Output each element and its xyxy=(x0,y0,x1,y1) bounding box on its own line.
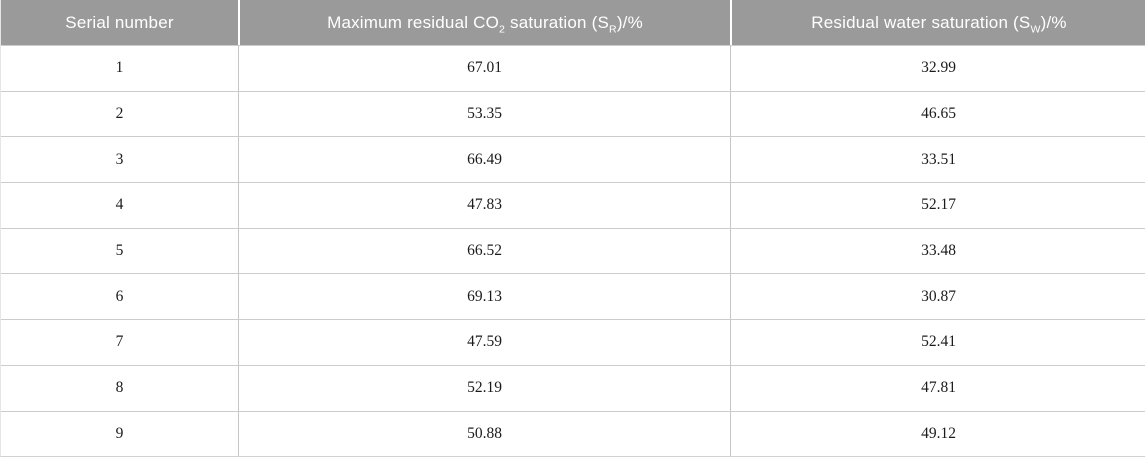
column-header-co2-saturation: Maximum residual CO2 saturation (SR)/% xyxy=(238,0,730,45)
co2-value-cell: 66.52 xyxy=(238,227,730,274)
table-row: 3 66.49 33.51 xyxy=(1,136,1145,183)
water-value-cell: 46.65 xyxy=(730,90,1145,137)
sw-subscript: W xyxy=(1030,22,1041,35)
co2-header-label-mid: saturation (S xyxy=(505,12,609,32)
table-row: 4 47.83 52.17 xyxy=(1,182,1145,228)
table-row: 9 50.88 49.12 xyxy=(1,410,1145,457)
co2-subscript: 2 xyxy=(499,22,506,35)
serial-number-header-label: Serial number xyxy=(65,12,174,32)
water-value-cell: 33.51 xyxy=(730,136,1145,183)
serial-cell: 2 xyxy=(1,90,238,137)
serial-cell: 5 xyxy=(1,227,238,274)
co2-value-cell: 47.59 xyxy=(238,319,730,365)
water-value-cell: 30.87 xyxy=(730,273,1145,320)
table-header-row: Serial number Maximum residual CO2 satur… xyxy=(1,0,1145,45)
water-header-label-post: )/% xyxy=(1040,12,1067,32)
serial-cell: 9 xyxy=(1,410,238,457)
serial-cell: 1 xyxy=(1,45,238,91)
co2-value-cell: 66.49 xyxy=(238,136,730,183)
water-header-label-pre: Residual water saturation (S xyxy=(811,12,1031,32)
serial-cell: 6 xyxy=(1,273,238,320)
co2-value-cell: 69.13 xyxy=(238,273,730,320)
co2-value-cell: 47.83 xyxy=(238,182,730,228)
column-header-water-saturation: Residual water saturation (SW)/% xyxy=(730,0,1145,45)
table-row: 8 52.19 47.81 xyxy=(1,364,1145,411)
co2-value-cell: 53.35 xyxy=(238,90,730,137)
co2-value-cell: 67.01 xyxy=(238,45,730,91)
water-value-cell: 52.17 xyxy=(730,182,1145,228)
table-row: 6 69.13 30.87 xyxy=(1,273,1145,320)
table-row: 2 53.35 46.65 xyxy=(1,90,1145,137)
co2-header-label-post: )/% xyxy=(616,12,643,32)
serial-cell: 7 xyxy=(1,319,238,365)
water-value-cell: 33.48 xyxy=(730,227,1145,274)
water-value-cell: 52.41 xyxy=(730,319,1145,365)
serial-cell: 8 xyxy=(1,364,238,411)
serial-cell: 3 xyxy=(1,136,238,183)
sr-subscript: R xyxy=(609,22,617,35)
co2-value-cell: 52.19 xyxy=(238,364,730,411)
table-row: 5 66.52 33.48 xyxy=(1,227,1145,274)
table-body: 1 67.01 32.99 2 53.35 46.65 3 66.49 33.5… xyxy=(1,45,1145,457)
table-row: 7 47.59 52.41 xyxy=(1,319,1145,365)
water-value-cell: 49.12 xyxy=(730,410,1145,457)
column-header-serial-number: Serial number xyxy=(1,0,238,45)
water-value-cell: 47.81 xyxy=(730,364,1145,411)
table-row: 1 67.01 32.99 xyxy=(1,45,1145,91)
water-value-cell: 32.99 xyxy=(730,45,1145,91)
serial-cell: 4 xyxy=(1,182,238,228)
co2-header-label-pre: Maximum residual CO xyxy=(327,12,500,32)
co2-value-cell: 50.88 xyxy=(238,410,730,457)
